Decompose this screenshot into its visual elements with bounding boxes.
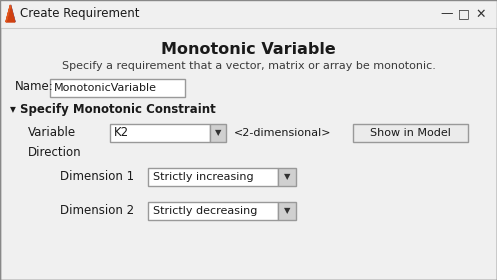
Text: Show in Model: Show in Model <box>370 128 450 138</box>
Bar <box>278 202 296 220</box>
Text: <2-dimensional>: <2-dimensional> <box>234 128 331 138</box>
Polygon shape <box>6 5 15 22</box>
Text: Name:: Name: <box>15 80 54 92</box>
Text: Monotonic Variable: Monotonic Variable <box>161 43 336 57</box>
Text: Dimension 1: Dimension 1 <box>60 169 134 183</box>
Text: Strictly increasing: Strictly increasing <box>153 172 253 182</box>
Text: □: □ <box>458 8 470 20</box>
Polygon shape <box>10 5 15 22</box>
Text: ▼: ▼ <box>284 207 290 216</box>
Bar <box>110 124 210 142</box>
Bar <box>353 124 468 142</box>
Text: ▾ Specify Monotonic Constraint: ▾ Specify Monotonic Constraint <box>10 102 216 115</box>
Text: Strictly decreasing: Strictly decreasing <box>153 206 257 216</box>
Text: ▼: ▼ <box>215 129 221 137</box>
Text: ▼: ▼ <box>284 172 290 181</box>
Text: Dimension 2: Dimension 2 <box>60 204 134 216</box>
Text: Direction: Direction <box>28 146 82 160</box>
Text: Specify a requirement that a vector, matrix or array be monotonic.: Specify a requirement that a vector, mat… <box>62 61 435 71</box>
Text: —: — <box>441 8 453 20</box>
Text: ✕: ✕ <box>476 8 486 20</box>
Text: K2: K2 <box>114 127 129 139</box>
Polygon shape <box>6 5 10 22</box>
Bar <box>148 168 278 186</box>
Bar <box>50 79 185 97</box>
Bar <box>0 0 497 28</box>
Text: Create Requirement: Create Requirement <box>20 8 140 20</box>
Text: MonotonicVariable: MonotonicVariable <box>54 83 157 93</box>
Bar <box>148 202 278 220</box>
Bar <box>210 124 226 142</box>
Bar <box>278 168 296 186</box>
Text: Variable: Variable <box>28 125 76 139</box>
